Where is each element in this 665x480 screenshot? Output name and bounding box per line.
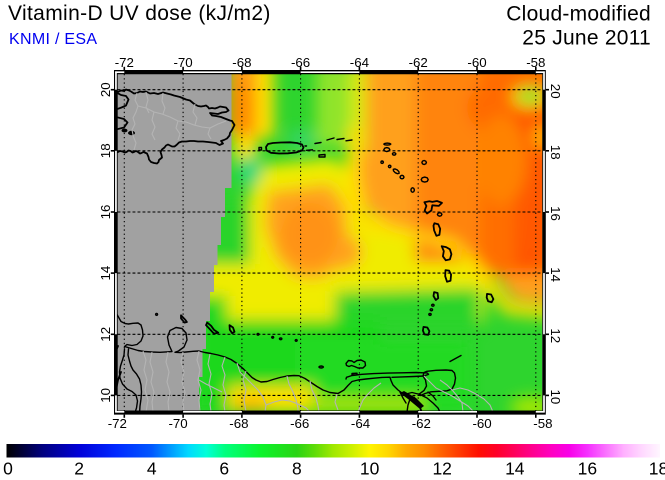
svg-text:25 June 2011: 25 June 2011 [522, 27, 651, 50]
svg-text:18: 18 [98, 143, 113, 158]
svg-text:0: 0 [3, 459, 13, 479]
svg-text:12: 12 [98, 327, 113, 342]
svg-text:-62: -62 [409, 55, 428, 70]
svg-text:14: 14 [98, 266, 113, 281]
svg-text:-70: -70 [168, 416, 187, 431]
svg-text:-68: -68 [229, 416, 248, 431]
svg-text:-68: -68 [232, 55, 251, 70]
svg-text:18: 18 [548, 145, 563, 160]
svg-text:10: 10 [98, 388, 113, 403]
svg-text:-62: -62 [412, 416, 431, 431]
svg-text:8: 8 [292, 459, 302, 479]
svg-text:-64: -64 [351, 416, 370, 431]
svg-text:KNMI / ESA: KNMI / ESA [9, 31, 97, 48]
svg-text:12: 12 [432, 459, 451, 479]
svg-text:16: 16 [548, 206, 563, 221]
svg-text:-70: -70 [173, 55, 192, 70]
svg-text:-58: -58 [533, 416, 552, 431]
svg-text:-66: -66 [290, 416, 309, 431]
svg-text:14: 14 [505, 459, 525, 479]
svg-text:-64: -64 [350, 55, 369, 70]
svg-text:10: 10 [360, 459, 380, 479]
svg-text:-60: -60 [472, 416, 491, 431]
svg-text:Vitamin-D UV dose (kJ/m2): Vitamin-D UV dose (kJ/m2) [8, 2, 271, 25]
svg-text:-72: -72 [108, 416, 127, 431]
svg-text:20: 20 [548, 84, 563, 99]
svg-text:4: 4 [147, 459, 157, 479]
svg-text:-66: -66 [291, 55, 310, 70]
svg-text:10: 10 [548, 390, 563, 405]
svg-text:2: 2 [74, 459, 84, 479]
svg-text:-72: -72 [115, 55, 134, 70]
svg-text:20: 20 [98, 82, 113, 97]
svg-text:Cloud-modified: Cloud-modified [506, 3, 651, 26]
svg-text:-58: -58 [526, 55, 545, 70]
svg-text:12: 12 [548, 328, 563, 343]
svg-text:18: 18 [649, 459, 665, 479]
svg-text:-60: -60 [467, 55, 486, 70]
svg-text:16: 16 [98, 205, 113, 220]
svg-text:14: 14 [548, 267, 563, 282]
svg-text:16: 16 [578, 459, 597, 479]
svg-text:6: 6 [219, 459, 229, 479]
